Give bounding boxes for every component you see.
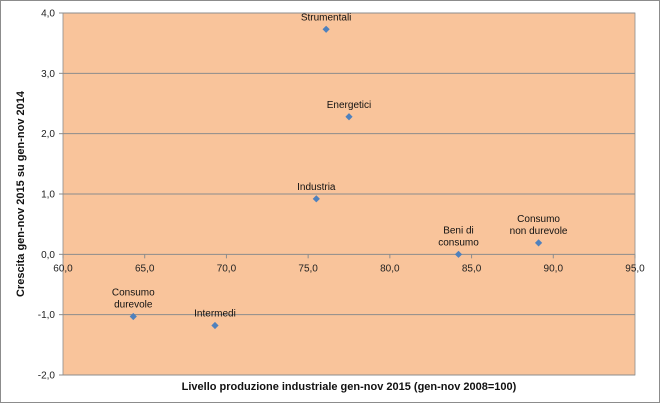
y-tick-label: -1,0 bbox=[38, 310, 56, 321]
x-tick-label: 65,0 bbox=[135, 263, 155, 274]
point-label: non durevole bbox=[510, 226, 568, 237]
point-label: Industria bbox=[297, 182, 336, 193]
x-tick-label: 95,0 bbox=[625, 263, 645, 274]
data-point-5 bbox=[129, 312, 137, 321]
data-point-3 bbox=[454, 250, 463, 258]
point-label: Intermedi bbox=[194, 309, 236, 320]
x-axis-ticks: 60,0 65,0 70,0 75,0 80,0 85,0 90,0 95,0 bbox=[53, 254, 645, 274]
y-tick-label: 3,0 bbox=[41, 69, 55, 80]
point-label: durevole bbox=[114, 299, 153, 310]
y-tick-label: 0,0 bbox=[41, 250, 55, 261]
data-points bbox=[129, 25, 543, 330]
data-point-6 bbox=[211, 321, 219, 330]
x-tick-label: 60,0 bbox=[53, 263, 73, 274]
data-point-0 bbox=[322, 25, 330, 33]
y-tick-label: 4,0 bbox=[41, 9, 55, 20]
x-axis-title: Livello produzione industriale gen-nov 2… bbox=[182, 381, 517, 393]
gridlines bbox=[63, 12, 635, 376]
x-tick-label: 75,0 bbox=[298, 263, 318, 274]
x-tick-label: 80,0 bbox=[380, 263, 400, 274]
y-tick-label: 2,0 bbox=[41, 129, 55, 140]
y-axis-ticks: -2,0 -1,0 0,0 1,0 2,0 3,0 4,0 bbox=[38, 9, 63, 382]
point-label: Strumentali bbox=[301, 12, 352, 23]
point-label: Beni di bbox=[443, 225, 474, 236]
point-label: Consumo bbox=[517, 214, 560, 225]
x-tick-label: 85,0 bbox=[462, 263, 482, 274]
x-tick-label: 90,0 bbox=[544, 263, 564, 274]
point-label: Energetici bbox=[327, 100, 371, 111]
data-labels: Strumentali Energetici Industria Beni dicon… bbox=[112, 12, 568, 319]
data-point-2 bbox=[312, 195, 320, 203]
y-tick-label: 1,0 bbox=[41, 190, 55, 201]
data-point-1 bbox=[345, 113, 353, 121]
point-label: consumo bbox=[438, 237, 479, 248]
x-tick-label: 70,0 bbox=[217, 263, 237, 274]
y-axis-title: Crescita gen-nov 2015 su gen-nov 2014 bbox=[15, 90, 27, 297]
data-point-4 bbox=[534, 239, 543, 247]
y-tick-label: -2,0 bbox=[38, 371, 56, 382]
point-label: Consumo bbox=[112, 287, 155, 298]
